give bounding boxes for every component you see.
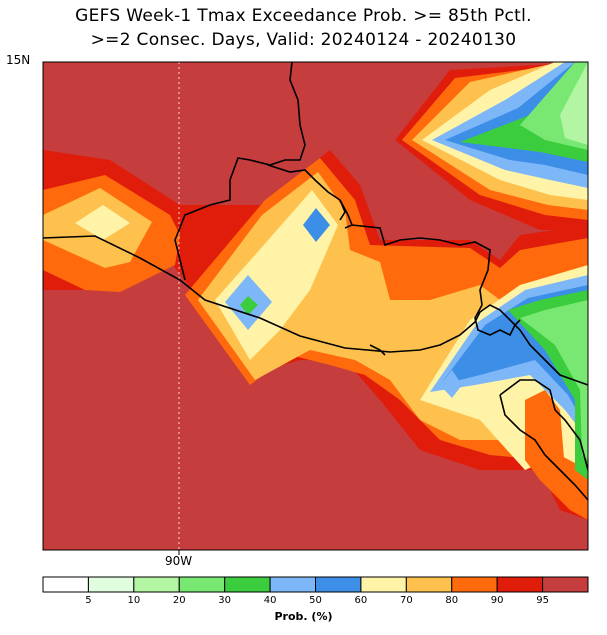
map-title: GEFS Week-1 Tmax Exceedance Prob. >= 85t… xyxy=(75,6,532,26)
shade-se-light-green xyxy=(520,300,588,460)
legend-tick-label: 50 xyxy=(309,595,322,606)
legend-swatch xyxy=(87,576,135,593)
color-legend: 5 10 20 30 40 50 60 70 80 90 95 xyxy=(42,576,589,606)
longitude-label: 90W xyxy=(165,554,193,568)
legend-swatch xyxy=(360,576,407,593)
plot-frame xyxy=(42,61,589,551)
legend-swatch xyxy=(42,576,89,593)
shade-north-blue xyxy=(303,208,330,242)
legend-tick-label: 5 xyxy=(85,595,91,606)
shade-se-light-blue-small xyxy=(440,370,462,398)
legend-tick-label: 20 xyxy=(173,595,186,606)
shade-ne-pale-green xyxy=(560,62,588,145)
map-shading xyxy=(43,62,588,550)
legend-swatch xyxy=(315,576,362,593)
legend-swatch xyxy=(542,576,589,593)
legend-tick-label: 40 xyxy=(264,595,277,606)
latitude-label: 15N xyxy=(6,53,31,67)
legend-tick-label: 70 xyxy=(400,595,413,606)
legend-title: Prob. (%) xyxy=(274,610,333,623)
legend-tick-label: 95 xyxy=(536,595,549,606)
legend-swatch xyxy=(451,576,498,593)
legend-tick-label: 60 xyxy=(355,595,368,606)
legend-swatch xyxy=(496,576,544,593)
legend-swatch xyxy=(405,576,453,593)
legend-tick-label: 10 xyxy=(127,595,140,606)
shade-se-coast-orange xyxy=(525,390,588,520)
coastline xyxy=(43,62,588,501)
shade-central-green xyxy=(240,296,258,315)
legend-swatch xyxy=(269,576,317,593)
legend-swatch xyxy=(133,576,180,593)
legend-swatch xyxy=(224,576,271,593)
legend-swatch xyxy=(178,576,226,593)
map-subtitle: >=2 Consec. Days, Valid: 20240124 - 2024… xyxy=(90,30,517,50)
legend-tick-label: 80 xyxy=(445,595,458,606)
legend-tick-label: 90 xyxy=(491,595,504,606)
legend-tick-label: 30 xyxy=(218,595,231,606)
shade-west-yellow xyxy=(75,205,130,240)
